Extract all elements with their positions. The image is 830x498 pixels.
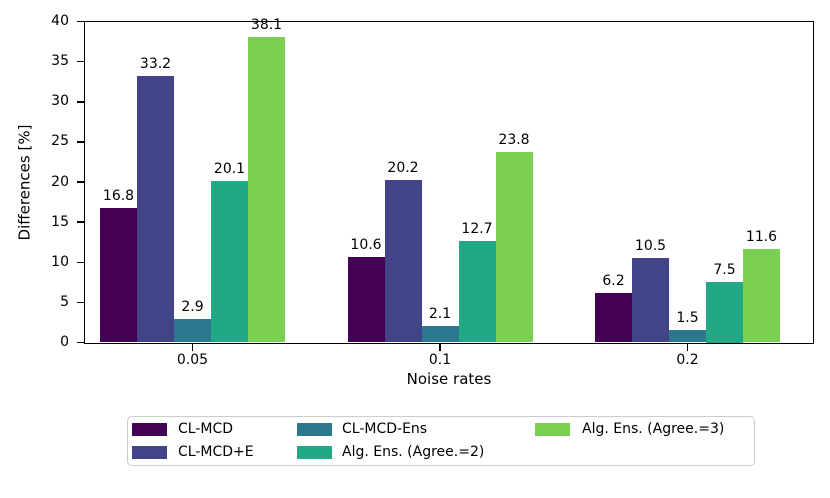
y-tick-mark: [77, 221, 84, 223]
x-tick-label: 0.05: [176, 351, 209, 368]
bar: [632, 258, 669, 343]
y-tick-label: 25: [51, 133, 69, 150]
bar: [595, 292, 632, 343]
legend-label: Alg. Ens. (Agree.=3): [582, 420, 725, 437]
bar-value-label: 16.8: [102, 187, 135, 204]
bar: [137, 76, 174, 343]
bar: [669, 330, 706, 343]
y-tick-label: 15: [51, 213, 69, 230]
bar-value-label: 1.5: [676, 310, 699, 327]
legend-swatch: [297, 445, 332, 459]
bar-value-label: 20.2: [387, 160, 419, 177]
y-tick-mark: [77, 60, 84, 63]
bar: [421, 325, 459, 343]
x-tick-mark: [191, 344, 194, 351]
bar-value-label: 10.5: [634, 238, 667, 255]
legend-label: CL-MCD-Ens: [342, 420, 428, 437]
bar: [458, 240, 496, 343]
bar: [100, 207, 137, 343]
legend-label: CL-MCD: [178, 420, 234, 437]
x-tick-label: 0.1: [428, 351, 452, 368]
bar: [248, 36, 285, 343]
bar-value-label: 33.2: [139, 56, 172, 73]
y-tick-mark: [77, 301, 84, 304]
bar-value-label: 6.2: [602, 272, 625, 289]
bar: [347, 257, 385, 343]
x-axis-label: Noise rates: [406, 370, 492, 388]
y-tick-label: 5: [60, 293, 69, 310]
y-tick-label: 20: [51, 173, 69, 190]
legend-swatch: [132, 445, 167, 459]
bar-value-label: 11.6: [745, 229, 778, 246]
y-tick-mark: [77, 101, 84, 103]
y-tick-label: 35: [51, 53, 69, 70]
bar-value-label: 38.1: [250, 16, 283, 33]
x-tick-mark: [439, 344, 441, 351]
legend-label: CL-MCD+E: [178, 443, 254, 460]
plot-area: [84, 21, 814, 344]
y-tick-mark: [77, 181, 84, 183]
bar-value-label: 2.1: [428, 305, 452, 322]
y-tick-mark: [77, 141, 84, 143]
legend-swatch: [535, 422, 570, 436]
y-tick-label: 10: [51, 253, 69, 270]
bar: [211, 181, 248, 343]
bar: [174, 319, 211, 343]
bar-value-label: 7.5: [713, 262, 736, 279]
bar-value-label: 2.9: [181, 299, 204, 316]
bar: [384, 180, 422, 343]
bar-value-label: 20.1: [213, 161, 246, 178]
legend-swatch: [132, 422, 167, 436]
x-tick-label: 0.2: [676, 351, 699, 368]
bar-value-label: 12.7: [461, 220, 493, 237]
x-tick-mark: [686, 344, 689, 351]
bar-value-label: 23.8: [498, 131, 530, 148]
bar: [743, 249, 780, 343]
y-tick-mark: [77, 261, 84, 263]
y-tick-label: 40: [51, 13, 69, 29]
y-tick-label: 30: [51, 93, 69, 110]
bar: [495, 151, 533, 343]
legend-label: Alg. Ens. (Agree.=2): [342, 443, 485, 460]
bar: [706, 282, 743, 343]
legend-swatch: [297, 422, 332, 436]
y-tick-label: 0: [60, 334, 69, 350]
bar-value-label: 10.6: [350, 237, 382, 254]
y-tick-mark: [77, 341, 84, 344]
y-tick-mark: [77, 20, 84, 23]
legend: [127, 416, 755, 466]
